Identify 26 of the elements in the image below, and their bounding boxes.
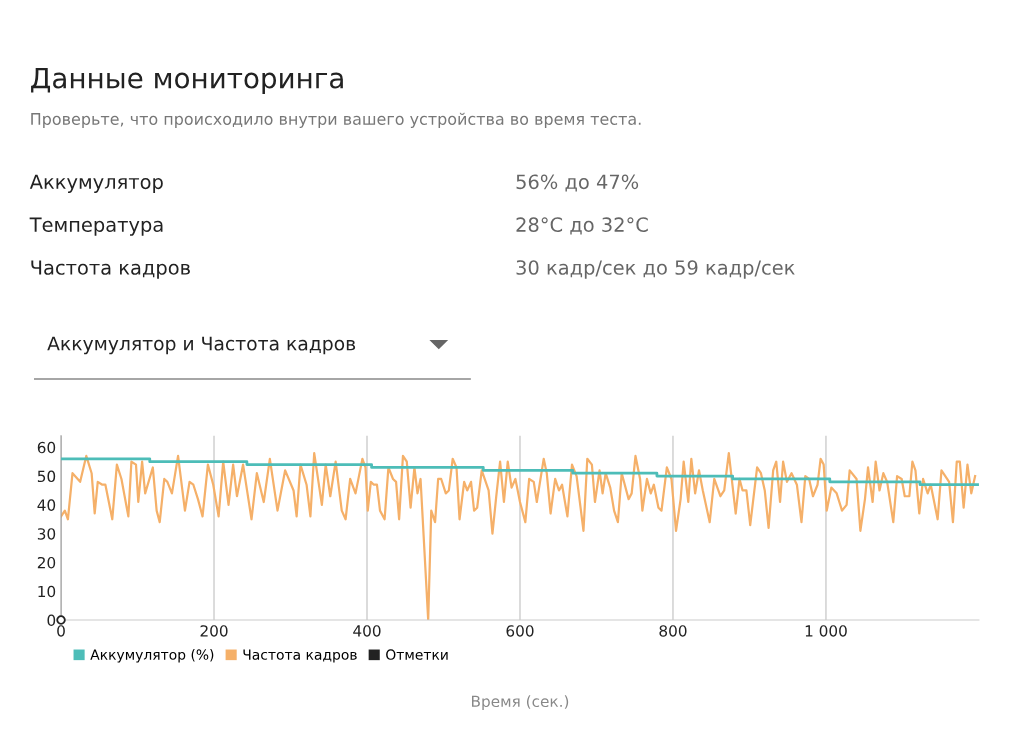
y-tick-label: 40 — [37, 499, 56, 511]
x-tick-label: 200 — [200, 625, 228, 637]
text: Частота кадров — [31, 260, 190, 279]
y-tick-label: 60 — [37, 441, 56, 454]
text: 56% до 47% — [516, 174, 639, 192]
legend-label: Частота кадров — [243, 649, 357, 663]
x-axis-title: Время (сек.) — [472, 695, 569, 711]
legend-label: Аккумулятор (%) — [90, 649, 214, 663]
x-tick-label: 400 — [353, 625, 381, 637]
y-tick-label: 50 — [37, 470, 56, 483]
y-tick-label: 20 — [37, 556, 56, 569]
y-tick-label: 0 — [47, 614, 56, 627]
chart-subtitle: Проверьте, что происходило внутри вашего устройства во время теста. — [31, 112, 641, 129]
x-tick-label: 0 — [57, 625, 65, 637]
text: Аккумулятор — [29, 174, 163, 193]
chart-title: Данные мониторинга — [31, 67, 343, 94]
x-tick-label: 1 000 — [805, 625, 847, 637]
y-tick-label: 30 — [37, 528, 56, 540]
text: 30 кадр/сек до 59 кадр/сек — [516, 260, 795, 279]
text: Температура — [29, 217, 163, 236]
text: 28°C до 32°C — [516, 217, 648, 235]
y-tick-label: 10 — [38, 585, 56, 598]
x-tick-label: 800 — [659, 625, 687, 637]
text: Аккумулятор и Частота кадров — [47, 336, 356, 355]
legend-label: Отметки — [386, 649, 448, 660]
x-tick-label: 600 — [506, 625, 534, 637]
